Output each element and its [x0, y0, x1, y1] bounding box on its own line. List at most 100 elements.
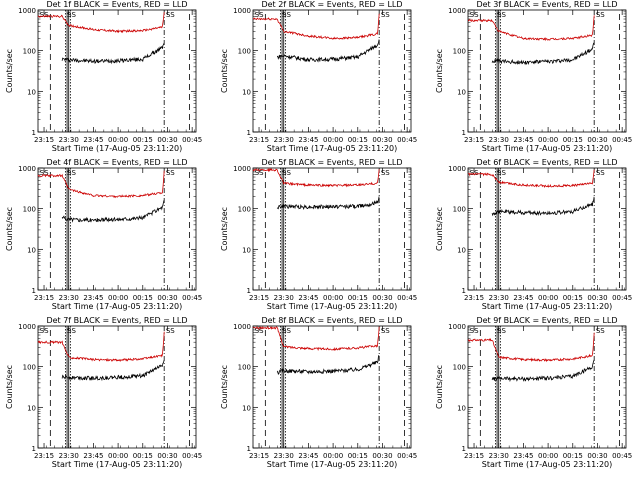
y-tick-label: 100 — [238, 364, 251, 372]
y-tick-label: 10 — [242, 404, 251, 412]
ss-marker: SS — [166, 11, 175, 19]
panel-title: Det 1f BLACK = Events, RED = LLD — [46, 0, 187, 9]
ss-marker: SS — [166, 327, 175, 335]
y-tick-label: 1000 — [18, 7, 36, 15]
ss-marker: SS — [596, 169, 605, 177]
x-tick-label: 00:15 — [563, 136, 583, 144]
x-tick-label: 00:00 — [323, 294, 343, 302]
x-tick-label: 23:15 — [34, 136, 54, 144]
x-tick-label: 00:15 — [348, 452, 368, 460]
panel-title: Det 9f BLACK = Events, RED = LLD — [476, 316, 617, 325]
ss-marker: SS — [381, 11, 390, 19]
y-tick-label: 1 — [462, 287, 466, 295]
ss-marker: SS — [255, 11, 264, 19]
events-series-line — [276, 196, 380, 210]
events-series-line — [491, 359, 595, 383]
events-series-line — [61, 42, 165, 65]
plot-frame — [467, 325, 627, 449]
ss-marker: SS — [67, 11, 76, 19]
x-tick-label: 00:15 — [133, 452, 153, 460]
y-tick-label: 100 — [238, 48, 251, 56]
events-series-line — [276, 355, 380, 375]
x-axis-label: Start Time (17-Aug-05 23:11:20) — [482, 460, 613, 469]
lld-series-line — [467, 332, 595, 363]
x-tick-label: 00:45 — [182, 136, 202, 144]
x-tick-label: 23:30 — [274, 136, 294, 144]
x-tick-label: 00:30 — [372, 452, 392, 460]
plot-frame — [37, 9, 197, 133]
x-tick-label: 00:30 — [587, 452, 607, 460]
x-tick-label: 23:15 — [249, 294, 269, 302]
ss-marker: SS — [40, 11, 49, 19]
y-tick-label: 100 — [23, 48, 36, 56]
x-tick-label: 23:45 — [83, 294, 103, 302]
x-tick-label: 23:45 — [513, 136, 533, 144]
ss-marker: SS — [40, 327, 49, 335]
y-axis-label: Counts/sec — [220, 49, 229, 93]
ss-marker: SS — [381, 169, 390, 177]
ss-marker: SS — [40, 169, 49, 177]
x-tick-label: 00:30 — [157, 452, 177, 460]
x-axis-label: Start Time (17-Aug-05 23:11:20) — [482, 144, 613, 153]
x-tick-label: 00:30 — [157, 294, 177, 302]
ss-marker: SS — [282, 11, 291, 19]
y-tick-label: 1000 — [233, 7, 251, 15]
x-axis-label: Start Time (17-Aug-05 23:11:20) — [52, 302, 183, 311]
y-tick-label: 10 — [27, 404, 36, 412]
x-tick-label: 23:15 — [464, 452, 484, 460]
x-tick-label: 00:00 — [538, 136, 558, 144]
y-tick-label: 1000 — [18, 323, 36, 331]
panel-det-2: Det 2f BLACK = Events, RED = LLD 1 10 100 10… — [220, 0, 417, 153]
ss-marker: SS — [470, 169, 479, 177]
ss-marker: SS — [470, 11, 479, 19]
x-tick-label: 00:00 — [108, 136, 128, 144]
x-tick-label: 00:00 — [108, 294, 128, 302]
y-axis-label: Counts/sec — [5, 365, 14, 409]
x-tick-label: 23:45 — [298, 136, 318, 144]
x-tick-label: 23:15 — [464, 294, 484, 302]
x-tick-label: 23:45 — [298, 294, 318, 302]
lld-series-line — [468, 15, 595, 42]
x-tick-label: 23:30 — [489, 136, 509, 144]
panel-title: Det 2f BLACK = Events, RED = LLD — [261, 0, 402, 9]
x-axis-label: Start Time (17-Aug-05 23:11:20) — [52, 144, 183, 153]
plot-frame — [467, 9, 627, 133]
x-tick-label: 23:15 — [249, 452, 269, 460]
x-tick-label: 23:30 — [274, 294, 294, 302]
y-tick-label: 1 — [32, 287, 36, 295]
y-tick-label: 1 — [462, 129, 466, 137]
lld-series-line — [252, 13, 380, 40]
ss-marker: SS — [381, 327, 390, 335]
panel-title: Det 7f BLACK = Events, RED = LLD — [46, 316, 187, 325]
panel-det-8: Det 8f BLACK = Events, RED = LLD 1 10 100 10… — [220, 316, 417, 469]
y-tick-label: 1000 — [18, 165, 36, 173]
x-tick-label: 00:00 — [538, 452, 558, 460]
panel-title: Det 6f BLACK = Events, RED = LLD — [476, 158, 617, 167]
y-tick-label: 1 — [247, 287, 251, 295]
x-axis-label: Start Time (17-Aug-05 23:11:20) — [267, 460, 398, 469]
ss-marker: SS — [67, 327, 76, 335]
x-axis-label: Start Time (17-Aug-05 23:11:20) — [267, 302, 398, 311]
x-tick-label: 00:30 — [587, 294, 607, 302]
ss-marker: SS — [497, 11, 506, 19]
x-tick-label: 23:15 — [34, 294, 54, 302]
lld-series-line — [252, 325, 380, 352]
x-axis-label: Start Time (17-Aug-05 23:11:20) — [267, 144, 398, 153]
x-tick-label: 00:15 — [563, 452, 583, 460]
ss-marker: SS — [282, 169, 291, 177]
ss-marker: SS — [166, 169, 175, 177]
lld-series-line — [37, 331, 165, 362]
events-series-line — [61, 199, 165, 223]
x-tick-label: 00:45 — [182, 452, 202, 460]
x-axis-label: Start Time (17-Aug-05 23:11:20) — [482, 302, 613, 311]
ss-marker: SS — [596, 327, 605, 335]
x-tick-label: 00:45 — [397, 294, 417, 302]
x-tick-label: 23:30 — [59, 136, 79, 144]
y-tick-label: 1 — [32, 129, 36, 137]
y-tick-label: 10 — [27, 246, 36, 254]
lld-series-line — [467, 169, 595, 189]
ss-marker: SS — [67, 169, 76, 177]
plot-frame — [252, 9, 412, 133]
y-tick-label: 100 — [453, 206, 466, 214]
y-tick-label: 1 — [247, 129, 251, 137]
